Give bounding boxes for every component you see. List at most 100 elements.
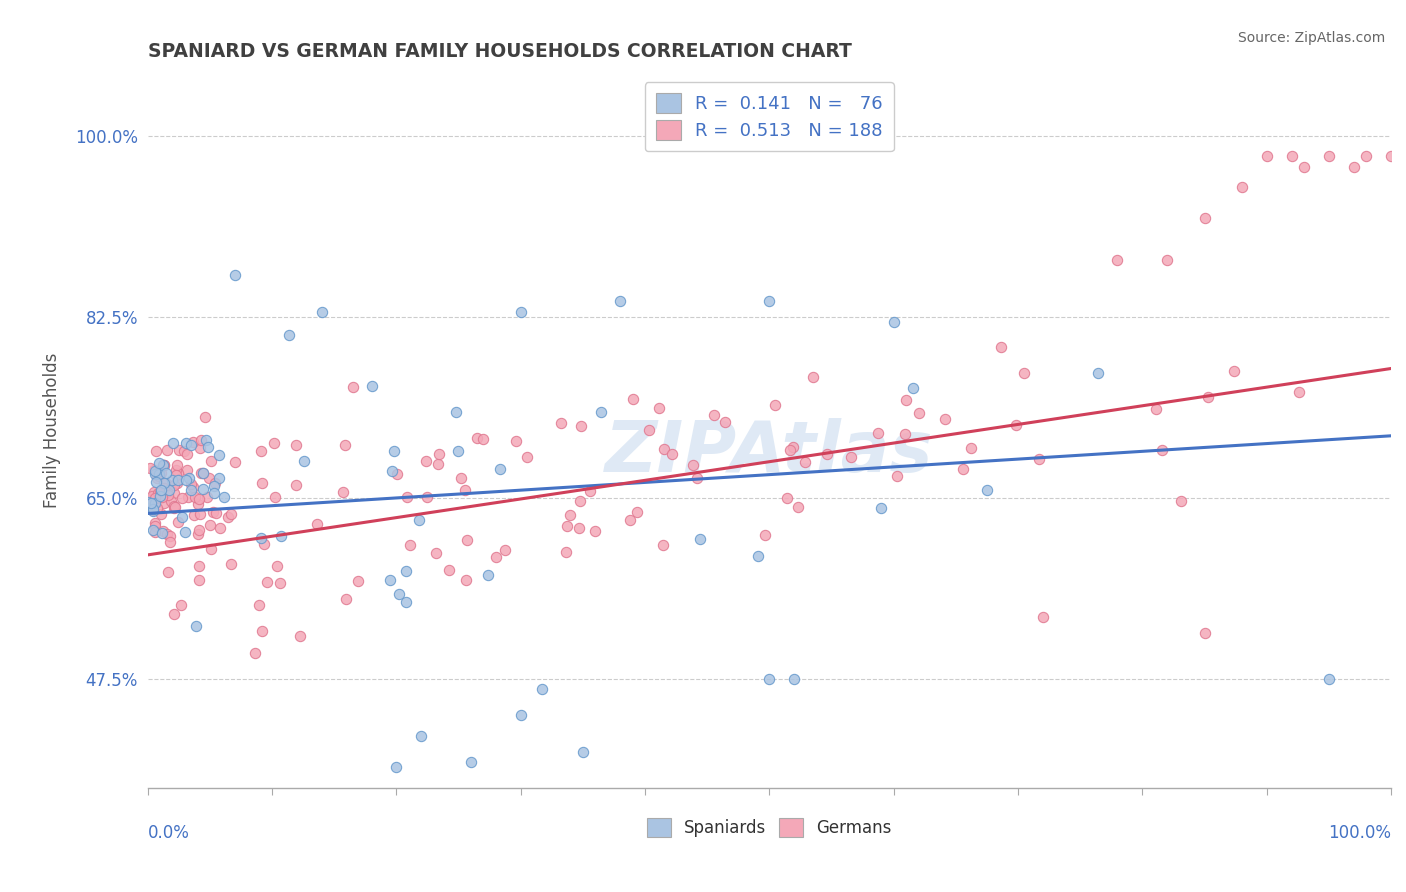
Point bbox=[217, 510, 239, 524]
Point bbox=[190, 466, 212, 480]
Point bbox=[187, 523, 209, 537]
Point bbox=[180, 437, 202, 451]
Point bbox=[152, 458, 174, 472]
Point bbox=[952, 462, 974, 476]
Point bbox=[509, 708, 531, 723]
Point bbox=[1230, 180, 1253, 194]
Point bbox=[156, 443, 179, 458]
Point bbox=[396, 491, 419, 505]
Point bbox=[247, 598, 270, 612]
Point bbox=[149, 483, 172, 498]
Point bbox=[195, 490, 218, 504]
Point bbox=[264, 490, 287, 504]
Point bbox=[143, 496, 166, 510]
Point bbox=[166, 467, 188, 482]
Point bbox=[208, 449, 231, 463]
Point bbox=[157, 483, 180, 498]
Point bbox=[450, 471, 472, 485]
Point bbox=[530, 681, 553, 696]
Point bbox=[174, 436, 197, 450]
Point bbox=[156, 483, 179, 497]
Point bbox=[415, 454, 437, 468]
Point bbox=[782, 440, 804, 454]
Point bbox=[170, 491, 193, 505]
Point bbox=[148, 467, 170, 481]
Point bbox=[908, 406, 931, 420]
Point bbox=[141, 503, 163, 517]
Point bbox=[188, 442, 211, 456]
Point bbox=[188, 492, 211, 507]
Point bbox=[212, 490, 235, 504]
Point bbox=[568, 521, 591, 535]
Point bbox=[148, 469, 170, 483]
Point bbox=[270, 529, 292, 543]
Point bbox=[165, 463, 187, 477]
Point bbox=[165, 500, 187, 514]
Point bbox=[307, 517, 329, 532]
Point bbox=[163, 499, 186, 513]
Point bbox=[1281, 149, 1303, 163]
Point bbox=[361, 379, 384, 393]
Point bbox=[145, 471, 167, 485]
Point bbox=[333, 438, 356, 452]
Point bbox=[155, 466, 177, 480]
Point bbox=[142, 463, 165, 477]
Point bbox=[894, 426, 917, 441]
Point bbox=[446, 404, 468, 418]
Point bbox=[569, 493, 592, 508]
Point bbox=[193, 466, 215, 480]
Point bbox=[1194, 211, 1216, 226]
Point bbox=[779, 442, 801, 457]
Point bbox=[136, 495, 159, 509]
Point bbox=[1288, 384, 1310, 399]
Point bbox=[886, 468, 908, 483]
Point bbox=[1194, 625, 1216, 640]
Point bbox=[145, 475, 167, 490]
Point bbox=[1012, 366, 1035, 380]
Point bbox=[197, 471, 219, 485]
Point bbox=[141, 489, 163, 503]
Point bbox=[713, 415, 735, 429]
Point bbox=[569, 418, 592, 433]
Point bbox=[152, 524, 174, 538]
Point bbox=[1379, 149, 1402, 163]
Point bbox=[224, 454, 246, 468]
Point bbox=[388, 587, 411, 601]
Point bbox=[623, 392, 645, 406]
Point bbox=[976, 483, 998, 497]
Point bbox=[285, 478, 308, 492]
Point bbox=[1107, 252, 1129, 267]
Point bbox=[747, 549, 769, 564]
Point bbox=[195, 434, 218, 448]
Point bbox=[149, 466, 172, 480]
Point bbox=[172, 510, 194, 524]
Point bbox=[153, 458, 176, 472]
Point bbox=[187, 527, 209, 541]
Point bbox=[1317, 149, 1340, 163]
Point bbox=[572, 745, 595, 759]
Point bbox=[776, 491, 799, 505]
Point bbox=[425, 546, 447, 560]
Point bbox=[188, 507, 211, 521]
Point bbox=[256, 575, 278, 590]
Point bbox=[415, 491, 437, 505]
Point bbox=[495, 543, 517, 558]
Point bbox=[399, 538, 422, 552]
Point bbox=[180, 483, 202, 497]
Point bbox=[145, 467, 167, 481]
Point bbox=[1087, 366, 1109, 380]
Point bbox=[166, 467, 188, 481]
Point bbox=[180, 476, 202, 491]
Point bbox=[651, 538, 673, 552]
Point bbox=[143, 464, 166, 478]
Point bbox=[160, 493, 183, 508]
Point bbox=[163, 607, 186, 622]
Point bbox=[191, 466, 214, 480]
Point bbox=[626, 505, 648, 519]
Point bbox=[288, 629, 311, 643]
Point bbox=[253, 537, 276, 551]
Point bbox=[839, 450, 862, 465]
Point bbox=[990, 340, 1012, 354]
Text: Source: ZipAtlas.com: Source: ZipAtlas.com bbox=[1237, 31, 1385, 45]
Point bbox=[152, 481, 174, 495]
